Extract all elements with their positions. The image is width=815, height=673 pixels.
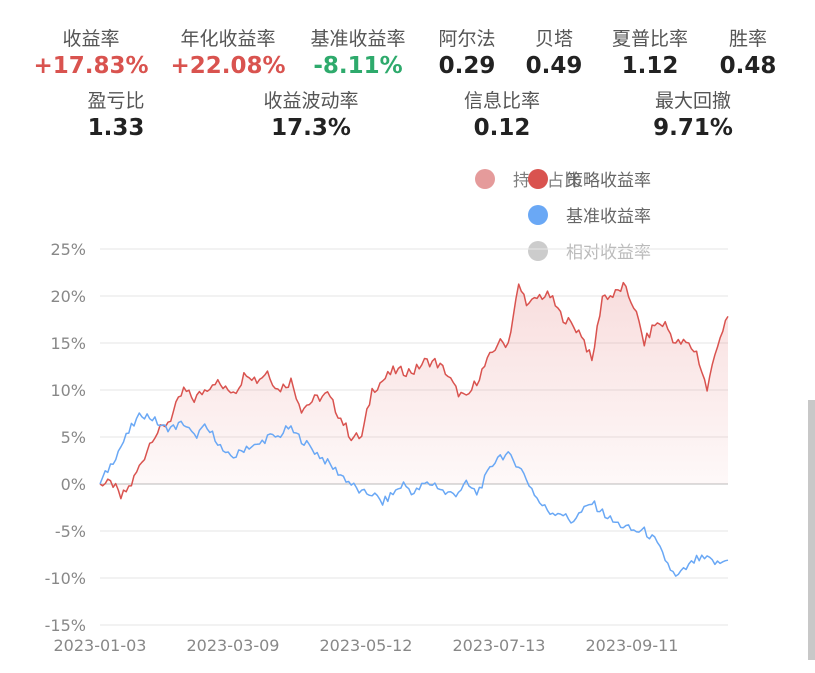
metric-value: +17.83% xyxy=(33,53,149,79)
legend-label: 基准收益率 xyxy=(566,207,651,227)
metric-label: 年化收益率 xyxy=(180,28,276,50)
metric-3: 阿尔法 0.29 xyxy=(438,28,495,80)
metric-10: 最大回撤 9.71% xyxy=(653,90,733,142)
y-tick-label: 5% xyxy=(61,428,86,447)
legend-item-1[interactable]: 策略收益率 xyxy=(528,166,651,191)
y-tick-label: 0% xyxy=(61,475,86,494)
metric-label: 夏普比率 xyxy=(611,28,689,50)
metric-label: 收益波动率 xyxy=(263,90,359,112)
y-tick-label: 15% xyxy=(50,334,86,353)
x-tick-label: 2023-01-03 xyxy=(54,636,147,655)
metric-value: 1.12 xyxy=(621,53,679,79)
metric-label: 信息比率 xyxy=(463,90,541,112)
vertical-scrollbar[interactable] xyxy=(808,400,815,660)
metric-0: 收益率 +17.83% xyxy=(33,28,148,80)
metric-label: 最大回撤 xyxy=(654,90,732,112)
legend-label: 策略收益率 xyxy=(566,171,651,191)
metric-label: 阿尔法 xyxy=(438,28,496,50)
metric-7: 盈亏比 1.33 xyxy=(87,90,144,142)
x-tick-label: 2023-05-12 xyxy=(320,636,413,655)
legend-swatch-icon xyxy=(528,204,548,225)
y-tick-label: -5% xyxy=(55,522,86,541)
benchmark-line xyxy=(99,412,729,577)
metric-value: 0.49 xyxy=(525,53,583,79)
y-tick-label: -10% xyxy=(45,569,86,588)
legend-label: 相对收益率 xyxy=(566,243,651,263)
legend-item-2[interactable]: 基准收益率 xyxy=(528,202,651,227)
metric-value: 0.12 xyxy=(473,115,531,141)
metric-8: 收益波动率 17.3% xyxy=(263,90,358,142)
metric-value: +22.08% xyxy=(170,53,286,79)
metric-label: 贝塔 xyxy=(534,28,573,50)
legend-swatch-icon xyxy=(475,168,495,189)
metric-label: 收益率 xyxy=(62,28,120,50)
strategy-line xyxy=(99,281,729,500)
metric-value: 0.48 xyxy=(719,53,777,79)
metric-value: -8.11% xyxy=(313,53,403,79)
y-tick-label: 10% xyxy=(50,381,86,400)
legend-swatch-icon xyxy=(528,168,548,189)
y-tick-label: -15% xyxy=(45,616,86,635)
metric-label: 胜率 xyxy=(728,28,767,50)
metric-label: 盈亏比 xyxy=(87,90,145,112)
x-tick-label: 2023-03-09 xyxy=(187,636,280,655)
legend-item-3[interactable]: 相对收益率 xyxy=(528,238,651,263)
metric-5: 夏普比率 1.12 xyxy=(612,28,688,80)
metric-2: 基准收益率 -8.11% xyxy=(310,28,405,80)
metric-4: 贝塔 0.49 xyxy=(526,28,583,80)
metric-value: 17.3% xyxy=(271,115,351,141)
metric-9: 信息比率 0.12 xyxy=(464,90,540,142)
y-tick-label: 25% xyxy=(50,240,86,259)
metric-value: 9.71% xyxy=(653,115,733,141)
metric-6: 胜率 0.48 xyxy=(720,28,777,80)
strategy-area xyxy=(100,282,728,499)
metric-value: 1.33 xyxy=(87,115,145,141)
metric-value: 0.29 xyxy=(438,53,496,79)
x-tick-label: 2023-09-11 xyxy=(586,636,679,655)
metric-label: 基准收益率 xyxy=(310,28,406,50)
y-tick-label: 20% xyxy=(50,287,86,306)
legend-swatch-icon xyxy=(528,240,548,261)
metric-1: 年化收益率 +22.08% xyxy=(170,28,285,80)
x-tick-label: 2023-07-13 xyxy=(453,636,546,655)
